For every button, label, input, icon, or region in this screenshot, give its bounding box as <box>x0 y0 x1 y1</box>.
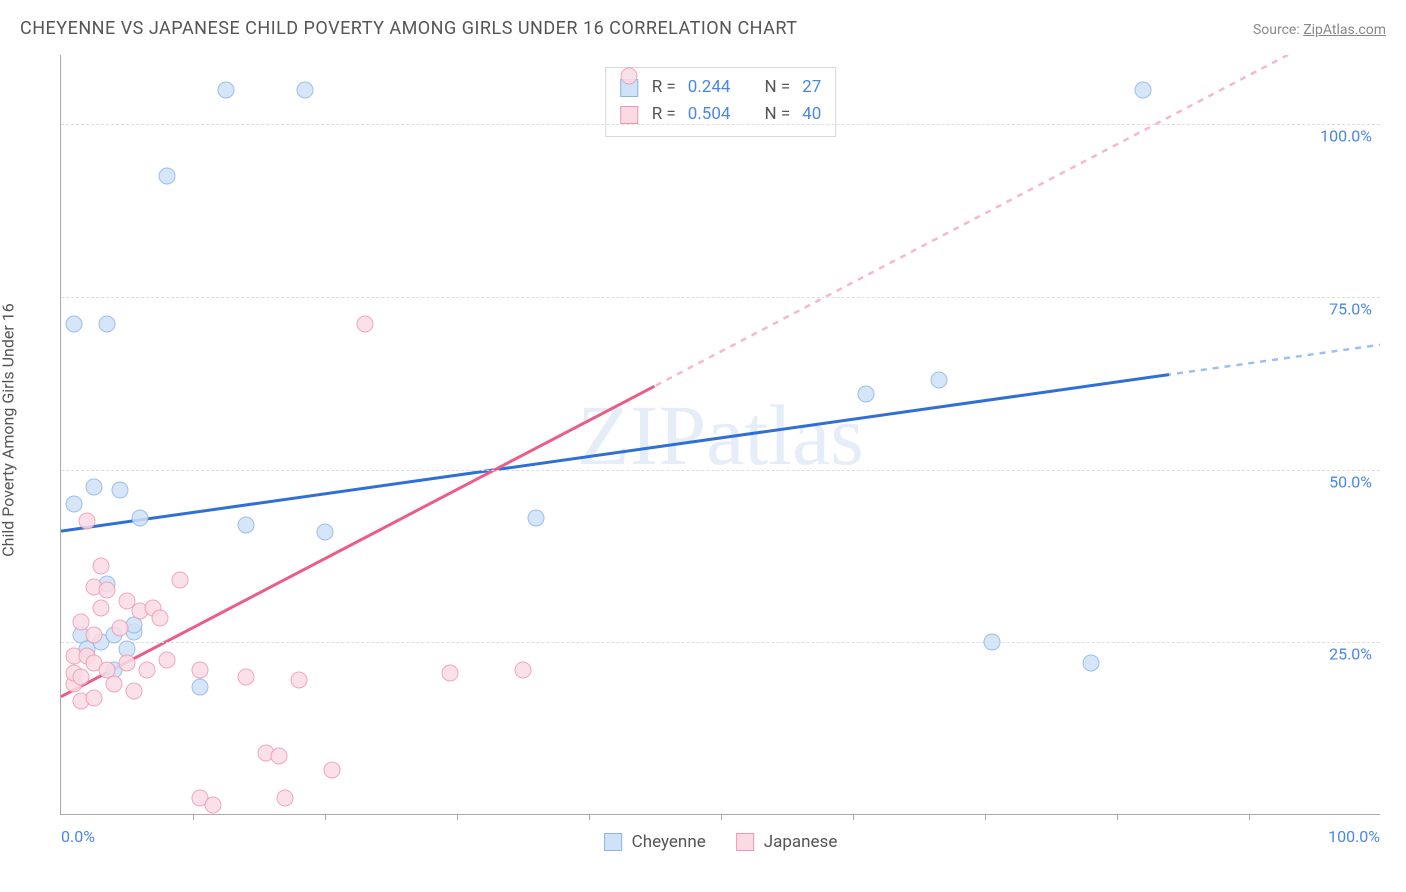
gridline <box>61 124 1380 125</box>
trend-line-dashed <box>61 345 1380 531</box>
data-point <box>317 523 334 540</box>
data-point <box>112 482 129 499</box>
data-point <box>277 789 294 806</box>
data-point <box>79 513 96 530</box>
data-point <box>356 316 373 333</box>
data-point <box>290 672 307 689</box>
x-tick-mark <box>1117 814 1118 820</box>
legend-swatch <box>620 106 638 124</box>
data-point <box>92 558 109 575</box>
legend-label: Japanese <box>764 832 838 852</box>
data-point <box>86 689 103 706</box>
stat-n-value: 27 <box>802 74 821 101</box>
source-attribution: Source: ZipAtlas.com <box>1253 22 1386 38</box>
data-point <box>119 655 136 672</box>
data-point <box>105 675 122 692</box>
x-tick-mark <box>457 814 458 820</box>
data-point <box>442 665 459 682</box>
data-point <box>158 651 175 668</box>
data-point <box>620 67 637 84</box>
x-tick-label-min: 0.0% <box>61 827 95 846</box>
y-tick-label: 25.0% <box>1329 645 1372 664</box>
data-point <box>152 610 169 627</box>
data-point <box>92 599 109 616</box>
stat-r-value: 0.244 <box>688 74 731 101</box>
data-point <box>158 167 175 184</box>
data-point <box>66 496 83 513</box>
data-point <box>858 385 875 402</box>
chart-container: CHEYENNE VS JAPANESE CHILD POVERTY AMONG… <box>0 0 1406 892</box>
stats-legend: R = 0.244N = 27R = 0.504N = 40 <box>605 67 837 137</box>
data-point <box>204 796 221 813</box>
legend-label: Cheyenne <box>632 832 706 852</box>
x-tick-mark <box>325 814 326 820</box>
trend-line-solid <box>61 386 655 697</box>
data-point <box>191 661 208 678</box>
legend-item: Japanese <box>736 832 838 852</box>
series-legend: Cheyenne Japanese <box>604 832 838 852</box>
data-point <box>270 748 287 765</box>
trend-line-solid <box>61 375 1169 531</box>
trend-line-dashed <box>61 55 1380 697</box>
data-point <box>138 661 155 678</box>
source-link[interactable]: ZipAtlas.com <box>1303 22 1386 38</box>
data-point <box>218 81 235 98</box>
gridline <box>61 642 1380 643</box>
data-point <box>1082 655 1099 672</box>
gridline <box>61 297 1380 298</box>
y-tick-label: 75.0% <box>1329 299 1372 318</box>
y-axis-label: Child Poverty Among Girls Under 16 <box>0 303 18 557</box>
stat-r-label: R = <box>652 74 676 101</box>
data-point <box>528 509 545 526</box>
y-tick-label: 50.0% <box>1329 472 1372 491</box>
legend-swatch <box>604 833 622 851</box>
stat-n-label: N = <box>764 74 790 101</box>
data-point <box>66 316 83 333</box>
x-tick-label-max: 100.0% <box>1328 827 1380 846</box>
data-point <box>930 371 947 388</box>
trend-lines-svg <box>61 55 1380 814</box>
legend-item: Cheyenne <box>604 832 706 852</box>
plot-area: ZIPatlas R = 0.244N = 27R = 0.504N = 40 … <box>60 55 1380 815</box>
gridline <box>61 470 1380 471</box>
x-tick-mark <box>721 814 722 820</box>
stats-legend-row: R = 0.244 N = 27 <box>620 74 822 101</box>
data-point <box>983 634 1000 651</box>
data-point <box>86 627 103 644</box>
x-tick-mark <box>589 814 590 820</box>
data-point <box>86 478 103 495</box>
data-point <box>237 668 254 685</box>
data-point <box>72 668 89 685</box>
x-tick-mark <box>193 814 194 820</box>
data-point <box>125 682 142 699</box>
legend-swatch <box>736 833 754 851</box>
data-point <box>191 679 208 696</box>
chart-title: CHEYENNE VS JAPANESE CHILD POVERTY AMONG… <box>20 18 798 39</box>
data-point <box>171 572 188 589</box>
data-point <box>132 509 149 526</box>
data-point <box>1135 81 1152 98</box>
data-point <box>237 516 254 533</box>
data-point <box>72 613 89 630</box>
x-tick-mark <box>1249 814 1250 820</box>
data-point <box>112 620 129 637</box>
data-point <box>99 582 116 599</box>
data-point <box>515 661 532 678</box>
x-tick-mark <box>985 814 986 820</box>
source-prefix: Source: <box>1253 22 1303 38</box>
data-point <box>297 81 314 98</box>
y-tick-label: 100.0% <box>1320 127 1372 146</box>
data-point <box>99 316 116 333</box>
data-point <box>323 762 340 779</box>
x-tick-mark <box>853 814 854 820</box>
